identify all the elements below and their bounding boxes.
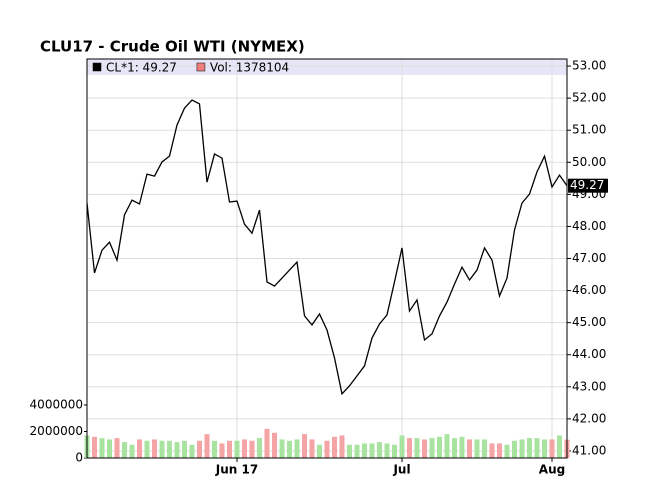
volume-bar (182, 440, 187, 458)
volume-bar (384, 443, 390, 458)
volume-bar (137, 439, 142, 458)
legend-swatch (92, 62, 102, 72)
volume-bar (467, 439, 472, 458)
y-tick-label: 45.00 (572, 315, 606, 329)
volume-bar (212, 440, 217, 458)
volume-bar (347, 444, 352, 458)
legend-band (87, 59, 567, 75)
volume-bar (242, 439, 247, 458)
volume-bar (189, 444, 195, 458)
volume-bar (99, 438, 105, 458)
y-tick-label: 52.00 (572, 91, 606, 105)
volume-bar (324, 440, 330, 458)
volume-bar (534, 438, 540, 458)
volume-bar (264, 428, 270, 458)
volume-bar (422, 439, 427, 458)
volume-bar (504, 444, 510, 458)
volume-bar (92, 436, 97, 458)
volume-bar (392, 444, 397, 458)
x-tick-label: Jul (392, 463, 410, 477)
volume-bar (227, 440, 232, 458)
volume-bar (174, 442, 180, 458)
volume-bar (489, 443, 495, 458)
volume-bar (159, 440, 165, 458)
y-tick-label: 50.00 (572, 155, 606, 169)
x-tick-label: Aug (539, 463, 565, 477)
volume-bar (519, 439, 525, 458)
volume-bar (354, 444, 360, 458)
volume-bar (407, 438, 412, 458)
legend-label: CL*1: 49.27 (106, 61, 177, 75)
volume-bar (204, 434, 210, 458)
volume-bar (272, 432, 277, 458)
volume-bar (542, 439, 547, 458)
volume-bar (152, 439, 157, 458)
volume-bar (234, 440, 240, 458)
volume-bar (279, 439, 285, 458)
y-tick-label: 53.00 (572, 59, 606, 73)
chart-title: CLU17 - Crude Oil WTI (NYMEX) (40, 38, 305, 56)
y-tick-label: 44.00 (572, 347, 606, 361)
volume-bar (369, 443, 375, 458)
volume-bar (144, 440, 150, 458)
volume-bar (287, 440, 292, 458)
volume-bar (474, 439, 480, 458)
volume-bar (197, 440, 202, 458)
volume-bar (497, 443, 502, 458)
y2-tick-label: 4000000 (30, 397, 83, 411)
volume-bar (377, 442, 382, 458)
volume-bar (317, 444, 322, 458)
y-tick-label: 42.00 (572, 411, 606, 425)
volume-bar (512, 440, 517, 458)
volume-bar (527, 438, 532, 458)
volume-bar (309, 439, 315, 458)
volume-bar (219, 443, 225, 458)
volume-bar (167, 440, 172, 458)
volume-bar (437, 436, 442, 458)
last-value-label: 49.27 (570, 178, 604, 192)
volume-bar (339, 435, 345, 458)
volume-bar (414, 438, 420, 458)
y-tick-label: 47.00 (572, 251, 606, 265)
volume-bar (459, 436, 465, 458)
volume-bar (249, 440, 255, 458)
last-value-box (568, 178, 608, 193)
y-tick-label: 51.00 (572, 123, 606, 137)
y-tick-label: 43.00 (572, 379, 606, 393)
volume-bar (362, 443, 367, 458)
y2-tick-label: 0 (75, 451, 83, 465)
volume-bar (107, 439, 112, 458)
legend-label: Vol: 1378104 (210, 61, 289, 75)
volume-bar (444, 434, 450, 458)
volume-bar (452, 438, 457, 458)
volume-bar (129, 444, 135, 458)
volume-bar (557, 435, 562, 458)
plot-border (86, 58, 568, 459)
y2-tick-label: 2000000 (30, 424, 83, 438)
volume-bar (549, 439, 555, 458)
x-tick-label: Jun 17 (215, 463, 258, 477)
volume-bar (122, 442, 127, 458)
volume-bar (482, 439, 487, 458)
volume-bar (332, 436, 337, 458)
y-tick-label: 48.00 (572, 219, 606, 233)
volume-bar (294, 439, 300, 458)
volume-bar (257, 438, 262, 458)
volume-bar (399, 435, 405, 458)
y-tick-label: 41.00 (572, 443, 606, 457)
volume-bar (114, 438, 120, 458)
price-line (86, 99, 568, 396)
volume-bar (429, 438, 435, 458)
volume-bar (302, 434, 307, 458)
y-tick-label: 46.00 (572, 283, 606, 297)
legend-swatch (196, 62, 206, 72)
